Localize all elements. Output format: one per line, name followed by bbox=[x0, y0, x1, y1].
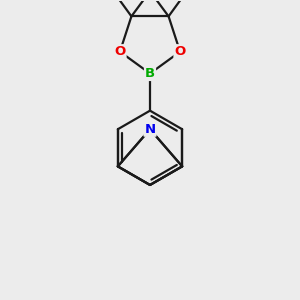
Text: O: O bbox=[114, 45, 126, 58]
Text: B: B bbox=[145, 67, 155, 80]
Text: O: O bbox=[174, 45, 186, 58]
Text: N: N bbox=[144, 123, 156, 136]
